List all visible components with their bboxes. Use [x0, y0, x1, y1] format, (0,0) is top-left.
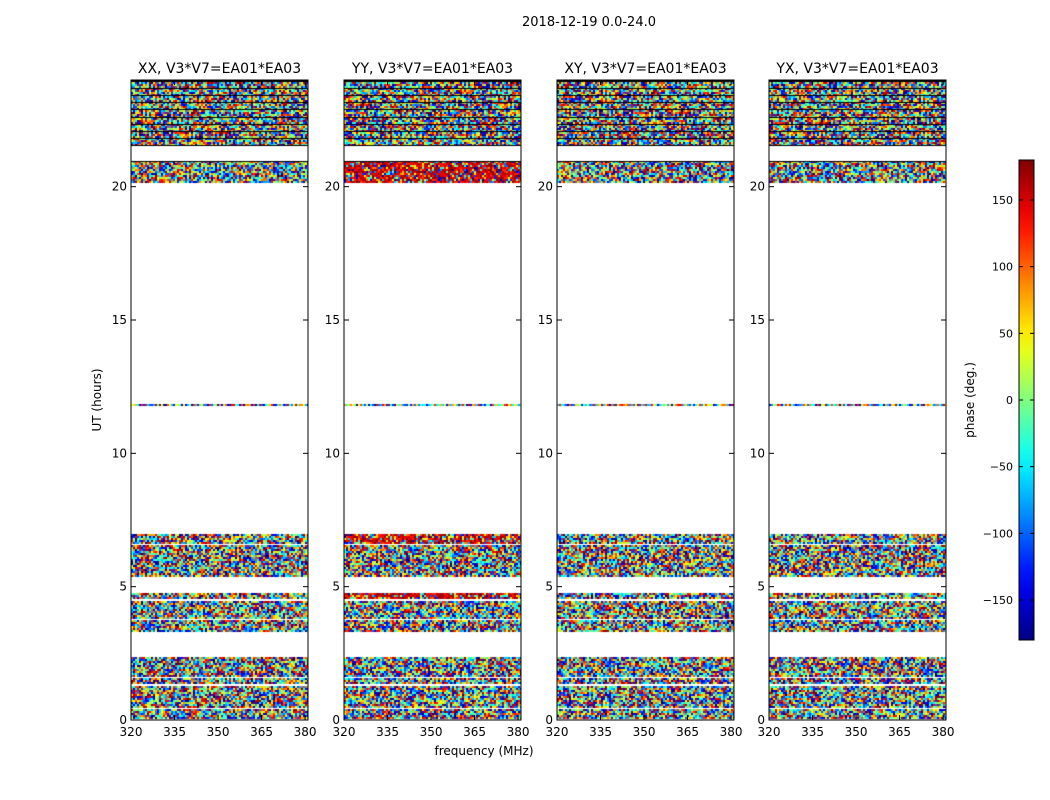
y-tick-label: 15 [325, 313, 340, 327]
panel-2: XY, V3*V7=EA01*EA03 320 335 350 365 380 0 5 10 15… [538, 61, 743, 739]
colorbar-tick-label: 150 [992, 194, 1013, 207]
x-tick-label: 365 [463, 725, 486, 739]
x-axis-label: frequency (MHz) [434, 744, 533, 758]
y-tick-label: 0 [119, 713, 127, 727]
x-tick-label: 320 [546, 725, 569, 739]
x-tick-label: 335 [801, 725, 824, 739]
colorbar-tick-label: 0 [1006, 394, 1013, 407]
x-tick-label: 320 [758, 725, 781, 739]
y-tick-label: 20 [112, 180, 127, 194]
y-tick-label: 20 [325, 180, 340, 194]
x-tick-label: 335 [589, 725, 612, 739]
panel-title: XX, V3*V7=EA01*EA03 [138, 61, 301, 77]
heatmap-image-0 [131, 80, 308, 720]
colorbar: 150 100 50 0 −50 −100 −150 phase (deg.) [963, 159, 1035, 641]
colorbar-tick-label: −100 [983, 527, 1013, 540]
colorbar-label: phase (deg.) [963, 362, 977, 438]
panels-group: XX, V3*V7=EA01*EA03 320 335 350 365 380 0 5 10 15… [112, 61, 955, 739]
y-tick-label: 10 [325, 446, 340, 460]
x-tick-label: 350 [845, 725, 868, 739]
x-tick-label: 365 [676, 725, 699, 739]
x-tick-label: 350 [207, 725, 230, 739]
panel-title: XY, V3*V7=EA01*EA03 [564, 61, 726, 77]
y-tick-label: 5 [332, 580, 340, 594]
axes-frame [556, 79, 735, 721]
y-tick-label: 10 [112, 446, 127, 460]
panel-3: YX, V3*V7=EA01*EA03 320 335 350 365 380 0 5 10 15… [750, 61, 955, 739]
figure-suptitle: 2018-12-19 0.0-24.0 [522, 15, 656, 30]
x-tick-label: 365 [888, 725, 911, 739]
y-tick-label: 0 [545, 713, 553, 727]
x-tick-label: 380 [507, 725, 530, 739]
x-tick-label: 320 [120, 725, 143, 739]
heatmap-image-2 [557, 80, 734, 720]
x-tick-label: 320 [333, 725, 356, 739]
y-tick-label: 20 [538, 180, 553, 194]
heatmap-image-3 [769, 80, 946, 720]
colorbar-tick-label: 100 [992, 261, 1013, 274]
axes-frame [768, 79, 947, 721]
panel-0: XX, V3*V7=EA01*EA03 320 335 350 365 380 0 5 10 15… [112, 61, 317, 739]
y-tick-label: 15 [538, 313, 553, 327]
y-tick-label: 15 [112, 313, 127, 327]
panel-title: YX, V3*V7=EA01*EA03 [775, 61, 938, 77]
x-tick-label: 380 [720, 725, 743, 739]
x-tick-label: 380 [294, 725, 317, 739]
axes-frame [343, 79, 522, 721]
colorbar-tick-label: 50 [999, 327, 1013, 340]
x-tick-label: 335 [376, 725, 399, 739]
y-tick-label: 5 [757, 580, 765, 594]
axes-frame [130, 79, 309, 721]
panel-title: YY, V3*V7=EA01*EA03 [351, 61, 513, 77]
y-tick-label: 10 [750, 446, 765, 460]
x-tick-label: 350 [420, 725, 443, 739]
y-tick-label: 0 [757, 713, 765, 727]
y-tick-label: 20 [750, 180, 765, 194]
y-tick-label: 5 [119, 580, 127, 594]
x-tick-label: 350 [633, 725, 656, 739]
y-tick-label: 15 [750, 313, 765, 327]
x-tick-label: 335 [163, 725, 186, 739]
y-tick-label: 0 [332, 713, 340, 727]
y-tick-label: 5 [545, 580, 553, 594]
x-tick-label: 365 [250, 725, 273, 739]
y-axis-label: UT (hours) [90, 368, 104, 431]
x-tick-label: 380 [932, 725, 955, 739]
colorbar-tick-label: −150 [983, 594, 1013, 607]
colorbar-tick-label: −50 [990, 461, 1013, 474]
heatmap-image-1 [344, 80, 521, 720]
panel-1: YY, V3*V7=EA01*EA03 320 335 350 365 380 0 5 10 15… [325, 61, 530, 739]
y-tick-label: 10 [538, 446, 553, 460]
